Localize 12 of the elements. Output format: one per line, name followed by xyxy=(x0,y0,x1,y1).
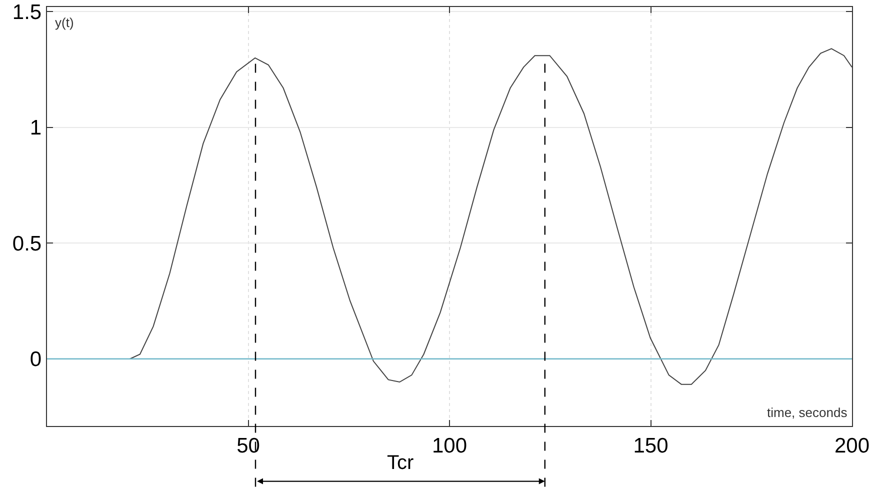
text: Tcr xyxy=(387,452,414,474)
y-tick-label: 1 xyxy=(30,116,42,140)
y-axis-title: y(t) xyxy=(55,15,74,30)
x-tick-label: 200 xyxy=(834,434,870,458)
line-series xyxy=(129,48,852,385)
x-axis-title: time, seconds xyxy=(767,405,848,420)
x-tick-label: 50 xyxy=(236,434,260,458)
y-tick-label: 0.5 xyxy=(12,232,42,256)
y-tick-label: 0 xyxy=(30,348,42,372)
x-tick-label: 100 xyxy=(432,434,468,458)
y-tick-label: 1.5 xyxy=(12,0,42,24)
x-tick-label: 150 xyxy=(633,434,668,458)
